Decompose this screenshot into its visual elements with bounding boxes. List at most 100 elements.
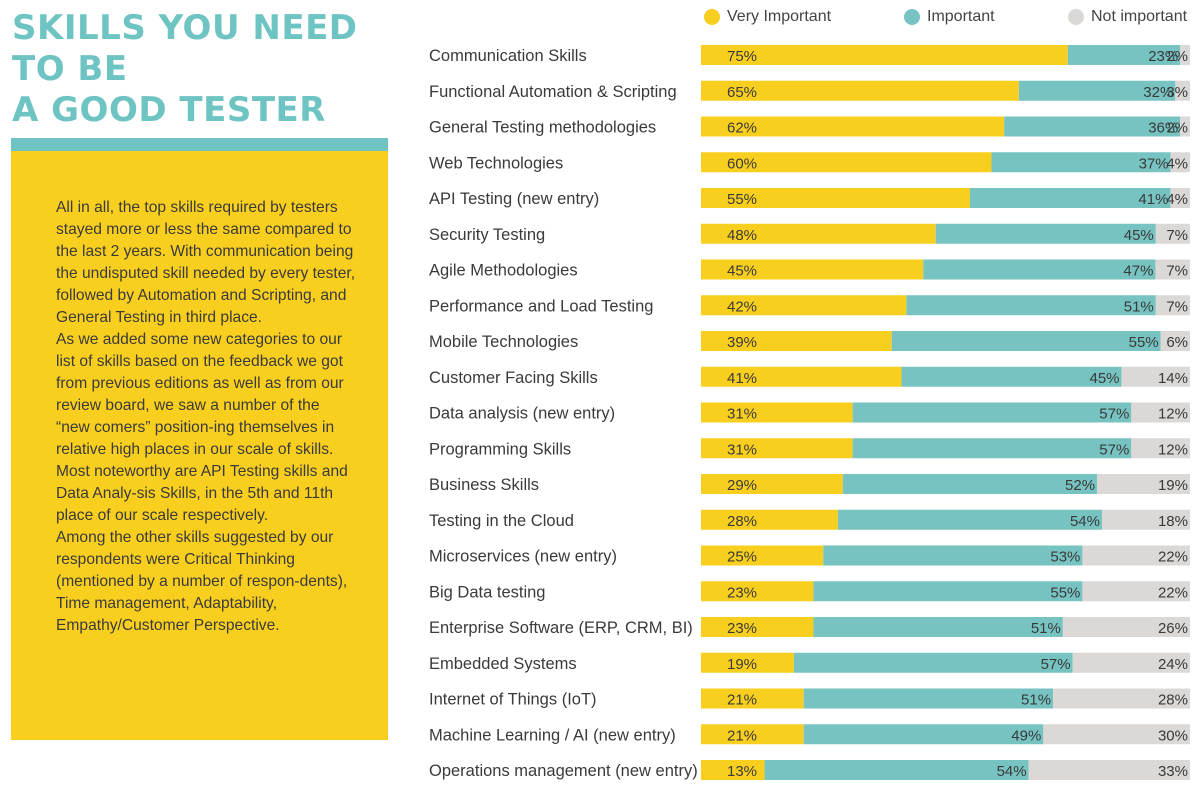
data-label-very-important: 13% xyxy=(727,763,757,780)
summary-paragraph-3: Among the other skills suggested by our … xyxy=(56,529,348,634)
data-label-important: 57% xyxy=(1041,656,1071,673)
bar-segment-important xyxy=(1067,45,1181,65)
bar-segment-not-important xyxy=(1043,724,1190,745)
bar-segment-very-important xyxy=(701,617,814,637)
legend-not-important: Not important xyxy=(1068,8,1187,26)
bar-segment-very-important xyxy=(701,331,892,351)
bar-segment-very-important xyxy=(701,45,1068,65)
data-label-important: 49% xyxy=(1011,727,1041,744)
bar-segment-not-important xyxy=(1101,509,1190,530)
category-label: Agile Methodologies xyxy=(429,262,578,280)
bar-segment-very-important xyxy=(701,724,804,745)
bar-segment-not-important xyxy=(1131,438,1190,459)
data-label-not-important: 12% xyxy=(1158,441,1188,458)
data-label-important: 55% xyxy=(1129,334,1159,351)
bar-segment-not-important xyxy=(1082,581,1190,602)
bar-segment-not-important xyxy=(1170,152,1190,173)
data-label-not-important: 3% xyxy=(1166,84,1188,101)
summary-paragraph-2: As we added some new categories to our l… xyxy=(56,331,348,524)
data-label-very-important: 23% xyxy=(727,620,757,637)
data-label-not-important: 2% xyxy=(1166,48,1188,65)
data-label-important: 51% xyxy=(1021,692,1051,709)
bar-segment-very-important xyxy=(701,652,794,673)
data-label-very-important: 45% xyxy=(727,263,757,280)
bar-segment-important xyxy=(837,509,1102,530)
data-label-very-important: 25% xyxy=(727,549,757,566)
legend-important: Important xyxy=(904,8,995,26)
bar-segment-not-important xyxy=(1180,116,1190,137)
bar-segment-important xyxy=(842,474,1098,494)
category-label: Internet of Things (IoT) xyxy=(429,691,597,709)
category-label: Web Technologies xyxy=(429,154,563,172)
bar-segment-not-important xyxy=(1097,474,1190,494)
bar-segment-important xyxy=(891,331,1161,351)
summary-panel: All in all, the top skills required by t… xyxy=(11,151,388,740)
category-label: Operations management (new entry) xyxy=(429,762,698,780)
bar-segment-important xyxy=(823,545,1083,566)
bar-segment-very-important xyxy=(701,581,814,602)
data-label-not-important: 22% xyxy=(1158,549,1188,566)
data-label-not-important: 2% xyxy=(1166,120,1188,137)
data-label-very-important: 48% xyxy=(727,227,757,244)
panel-accent-bar xyxy=(11,138,388,151)
category-label: Big Data testing xyxy=(429,583,545,601)
data-label-very-important: 62% xyxy=(727,120,757,137)
bar-segment-important xyxy=(852,438,1132,459)
data-label-not-important: 7% xyxy=(1166,298,1188,315)
category-label: Customer Facing Skills xyxy=(429,369,598,387)
bar-segment-very-important xyxy=(701,116,1005,137)
bar-segment-very-important xyxy=(701,295,907,316)
bar-segment-not-important xyxy=(1121,366,1190,387)
data-label-important: 32% xyxy=(1143,84,1173,101)
bar-segment-important xyxy=(969,188,1171,208)
bar-segment-important xyxy=(764,760,1029,780)
data-label-important: 41% xyxy=(1138,191,1168,208)
bar-segment-very-important xyxy=(701,80,1019,101)
data-label-important: 57% xyxy=(1099,441,1129,458)
bar-segment-very-important xyxy=(701,188,970,208)
title-line-2: A GOOD TESTER xyxy=(12,90,326,130)
bar-segment-not-important xyxy=(1131,402,1190,423)
data-label-important: 52% xyxy=(1065,477,1095,494)
data-label-very-important: 28% xyxy=(727,513,757,530)
legend-dot-important xyxy=(904,9,920,25)
data-label-not-important: 4% xyxy=(1166,191,1188,208)
bar-segment-important xyxy=(1018,80,1176,101)
bar-segment-not-important xyxy=(1175,80,1190,101)
chart-legend: Very Important Important Not important xyxy=(700,8,1195,32)
bar-segment-very-important xyxy=(701,152,992,173)
data-label-very-important: 23% xyxy=(727,584,757,601)
legend-label-not-important: Not important xyxy=(1091,8,1188,25)
bar-segment-important xyxy=(906,295,1156,316)
category-label: Programming Skills xyxy=(429,440,571,458)
data-label-very-important: 55% xyxy=(727,191,757,208)
data-label-not-important: 19% xyxy=(1158,477,1188,494)
data-label-very-important: 41% xyxy=(727,370,757,387)
legend-label-important: Important xyxy=(927,8,995,25)
bar-segment-very-important xyxy=(701,438,853,459)
category-label: General Testing methodologies xyxy=(429,119,656,137)
data-label-very-important: 21% xyxy=(727,692,757,709)
bar-segment-important xyxy=(991,152,1171,173)
bar-segment-important xyxy=(813,617,1063,637)
bar-segment-very-important xyxy=(701,688,804,709)
data-label-important: 51% xyxy=(1031,620,1061,637)
bar-segment-not-important xyxy=(1160,331,1190,351)
data-label-not-important: 33% xyxy=(1158,763,1188,780)
data-label-important: 45% xyxy=(1090,370,1120,387)
bar-segment-important xyxy=(901,366,1122,387)
category-label: Data analysis (new entry) xyxy=(429,405,615,423)
data-label-very-important: 65% xyxy=(727,84,757,101)
category-label: Embedded Systems xyxy=(429,655,577,673)
data-label-important: 37% xyxy=(1139,155,1169,172)
data-label-important: 45% xyxy=(1124,227,1154,244)
bar-segment-important xyxy=(813,581,1083,602)
data-label-not-important: 22% xyxy=(1158,584,1188,601)
bar-segment-very-important xyxy=(701,223,936,244)
data-label-important: 23% xyxy=(1148,48,1178,65)
data-label-very-important: 21% xyxy=(727,727,757,744)
bar-segment-very-important xyxy=(701,545,824,566)
bar-segment-very-important xyxy=(701,259,924,280)
bar-segment-very-important xyxy=(701,474,843,494)
